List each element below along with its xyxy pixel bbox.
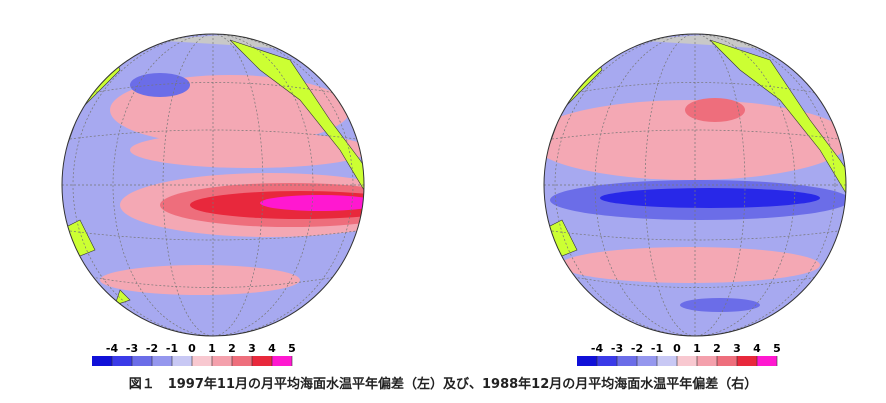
- colorbar-tick-label: 5: [288, 342, 296, 355]
- colorbar-segment: [152, 356, 172, 366]
- globe-left: [62, 34, 364, 336]
- colorbar-tick-label: 1: [208, 342, 216, 355]
- colorbar-tick-label: 4: [268, 342, 276, 355]
- colorbar-segment: [577, 356, 597, 366]
- colorbar-segment: [212, 356, 232, 366]
- colorbar-tick-label: 3: [248, 342, 256, 355]
- colorbar-tick-label: 3: [733, 342, 741, 355]
- colorbar-segment: [717, 356, 737, 366]
- caption: 図１ 1997年11月の月平均海面水温平年偏差（左）及び、1988年12月の月平…: [129, 376, 758, 392]
- colorbar-tick-label: -3: [126, 342, 138, 355]
- colorbar-segment: [272, 356, 292, 366]
- colorbar-tick-label: 2: [713, 342, 721, 355]
- colorbar-tick-label: -4: [106, 342, 119, 355]
- colorbar-tick-label: 0: [188, 342, 196, 355]
- colorbar-tick-label: -3: [611, 342, 623, 355]
- colorbar-segment: [252, 356, 272, 366]
- colorbar-tick-label: -2: [146, 342, 158, 355]
- colorbar-tick-label: -1: [651, 342, 663, 355]
- colorbar-segment: [617, 356, 637, 366]
- colorbar-tick-label: 4: [753, 342, 761, 355]
- colorbar-segment: [657, 356, 677, 366]
- colorbar-segment: [232, 356, 252, 366]
- globe-edge: [543, 33, 847, 337]
- colorbar-tick-label: 1: [693, 342, 701, 355]
- colorbar-segment: [597, 356, 617, 366]
- colorbar-segment: [92, 356, 112, 366]
- colorbar-segment: [697, 356, 717, 366]
- colorbar-tick-label: -1: [166, 342, 178, 355]
- colorbar-segment: [112, 356, 132, 366]
- colorbar-segment: [637, 356, 657, 366]
- colorbar-segment: [192, 356, 212, 366]
- colorbar-segment: [757, 356, 777, 366]
- colorbar-tick-label: -4: [591, 342, 604, 355]
- colorbar-segment: [132, 356, 152, 366]
- globe-edge: [61, 33, 365, 337]
- colorbar-segment: [172, 356, 192, 366]
- colorbar-segment: [737, 356, 757, 366]
- colorbar-tick-label: 0: [673, 342, 681, 355]
- colorbar-segment: [677, 356, 697, 366]
- colorbar-tick-label: 5: [773, 342, 781, 355]
- globe-right: [544, 34, 846, 336]
- colorbar-tick-label: -2: [631, 342, 643, 355]
- colorbar-tick-label: 2: [228, 342, 236, 355]
